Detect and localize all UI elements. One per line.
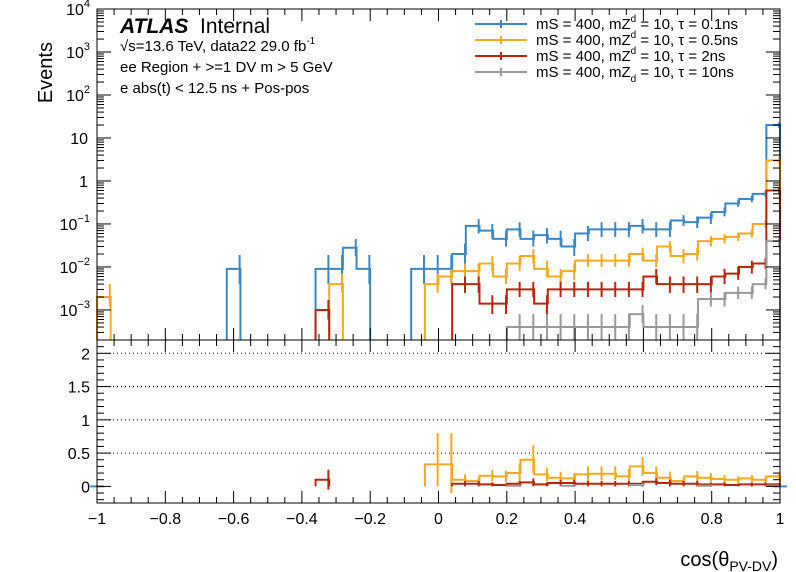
y-axis-label: Events xyxy=(35,42,57,103)
info-text-block: √s=13.6 TeV, data22 29.0 fb-1 ee Region +… xyxy=(120,36,333,97)
x-axis-label: cos(θPV-DV) xyxy=(680,549,778,572)
y-tick-label: 10 xyxy=(70,131,88,148)
legend-entry: mS = 400, mZd = 10, τ = 0.1ns xyxy=(475,14,738,33)
series-step-line xyxy=(505,484,781,487)
x-tick-label: −0.6 xyxy=(218,511,250,528)
y-tick-label: 2 xyxy=(81,346,90,363)
legend-label: mS = 400, mZd = 10, τ = 10ns xyxy=(536,64,734,85)
y-tick-label: 1.5 xyxy=(68,380,90,397)
y-tick-label: 0 xyxy=(81,479,90,496)
info-line: ee Region + >=1 DV m > 5 GeV xyxy=(120,59,333,76)
x-axis: −1 −0.8 −0.6 −0.4 −0.2 0 0.2 0.4 0.6 0.8 1 xyxy=(88,9,785,528)
lower-data-marks xyxy=(90,433,787,494)
atlas-status: Internal xyxy=(200,15,270,38)
lower-y-axis: 0 0.5 1 1.5 2 xyxy=(68,339,780,501)
legend-label: mS = 400, mZd = 10, τ = 0.1ns xyxy=(536,14,738,33)
y-tick-label: 0.5 xyxy=(68,446,90,463)
y-tick-label: 102 xyxy=(66,84,90,105)
lower-panel: 0 0.5 1 1.5 2 −1 −0.8 −0.6 −0.4 −0.2 0 0.2 0.4 0.6 0.… xyxy=(68,9,787,572)
y-tick-label: 10−2 xyxy=(60,256,90,277)
x-tick-label: 1 xyxy=(776,511,785,528)
info-line: e abs(t) < 12.5 ns + Pos-pos xyxy=(120,80,309,97)
info-line: √s=13.6 TeV, data22 29.0 fb-1 xyxy=(120,36,316,55)
x-tick-label: 0.8 xyxy=(701,511,723,528)
y-tick-label: 104 xyxy=(66,0,90,19)
x-tick-label: 0.4 xyxy=(564,511,586,528)
legend-entry: mS = 400, mZd = 10, τ = 0.5ns xyxy=(475,30,738,49)
y-tick-label: 103 xyxy=(66,41,90,62)
x-tick-label: −0.8 xyxy=(150,511,182,528)
y-tick-label: 10−1 xyxy=(60,213,90,234)
series-group xyxy=(423,433,781,494)
x-tick-label: 0 xyxy=(434,511,443,528)
legend-entry: mS = 400, mZd = 10, τ = 2ns xyxy=(475,46,726,65)
x-tick-label: 0.6 xyxy=(632,511,654,528)
y-tick-label: 10−3 xyxy=(60,299,90,320)
series-group xyxy=(505,483,781,488)
upper-data-marks xyxy=(96,122,781,340)
x-tick-label: −0.2 xyxy=(354,511,386,528)
legend-entry: mS = 400, mZd = 10, τ = 10ns xyxy=(475,64,734,85)
atlas-brand: ATLAS xyxy=(119,15,188,38)
y-tick-label: 1 xyxy=(81,413,90,430)
series-group xyxy=(505,236,781,340)
atlas-label: ATLAS Internal xyxy=(119,15,270,38)
x-tick-label: 0.2 xyxy=(496,511,518,528)
x-tick-label: −0.4 xyxy=(286,511,318,528)
legend-label: mS = 400, mZd = 10, τ = 2ns xyxy=(536,46,726,65)
y-tick-label: 1 xyxy=(79,174,88,191)
legend-label: mS = 400, mZd = 10, τ = 0.5ns xyxy=(536,30,738,49)
x-tick-label: −1 xyxy=(88,511,106,528)
